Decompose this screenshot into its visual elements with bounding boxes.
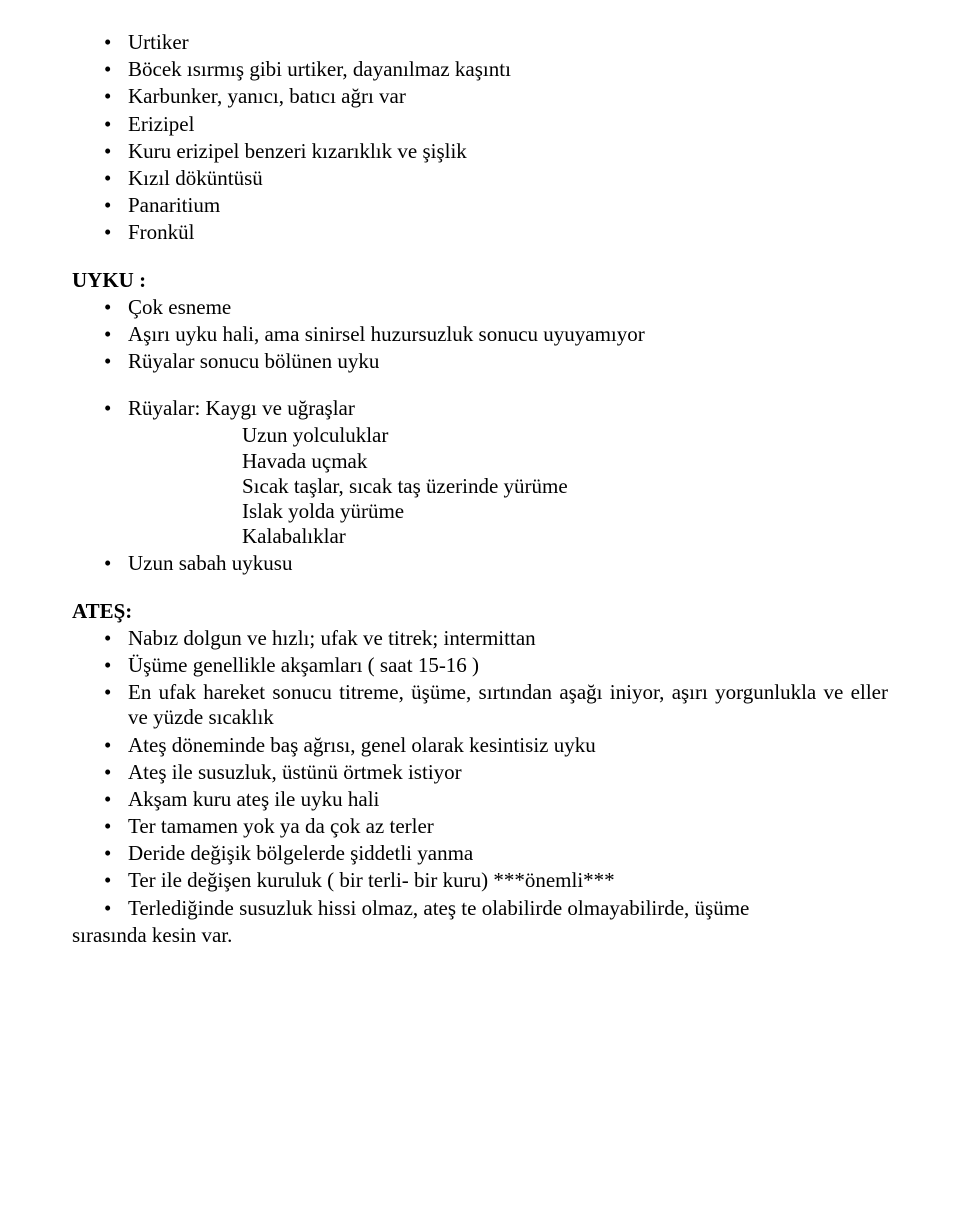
ruyalar-sub-item: Uzun yolculuklar [72, 423, 888, 448]
ruyalar-sub-item: Kalabalıklar [72, 524, 888, 549]
list-item: Aşırı uyku hali, ama sinirsel huzursuzlu… [72, 322, 888, 347]
list-item: Ateş döneminde baş ağrısı, genel olarak … [72, 733, 888, 758]
item-text: Nabız dolgun ve hızlı; ufak ve titrek; i… [128, 626, 536, 650]
uyku-list-a: Çok esneme Aşırı uyku hali, ama sinirsel… [72, 295, 888, 375]
list-item: Erizipel [72, 112, 888, 137]
item-text: Erizipel [128, 112, 194, 136]
item-text: En ufak hareket sonucu titreme, üşüme, s… [128, 680, 888, 729]
list-item: Rüyalar: Kaygı ve uğraşlar [72, 396, 888, 421]
item-text: Urtiker [128, 30, 189, 54]
list-item: Üşüme genellikle akşamları ( saat 15-16 … [72, 653, 888, 678]
list-item: Terlediğinde susuzluk hissi olmaz, ateş … [72, 896, 888, 921]
list-item: Deride değişik bölgelerde şiddetli yanma [72, 841, 888, 866]
list-item: Akşam kuru ateş ile uyku hali [72, 787, 888, 812]
list-item: Fronkül [72, 220, 888, 245]
item-text: Aşırı uyku hali, ama sinirsel huzursuzlu… [128, 322, 645, 346]
list-item: Uzun sabah uykusu [72, 551, 888, 576]
list-item: Kızıl döküntüsü [72, 166, 888, 191]
item-text: Ateş döneminde baş ağrısı, genel olarak … [128, 733, 596, 757]
item-text: Fronkül [128, 220, 195, 244]
uyku-heading: UYKU : [72, 268, 888, 293]
item-text: Kızıl döküntüsü [128, 166, 263, 190]
item-text: Ter tamamen yok ya da çok az terler [128, 814, 434, 838]
uyku-list-b: Uzun sabah uykusu [72, 551, 888, 576]
item-text: Akşam kuru ateş ile uyku hali [128, 787, 379, 811]
item-text: Deride değişik bölgelerde şiddetli yanma [128, 841, 473, 865]
list-item: En ufak hareket sonucu titreme, üşüme, s… [72, 680, 888, 730]
list-item: Rüyalar sonucu bölünen uyku [72, 349, 888, 374]
item-text: Karbunker, yanıcı, batıcı ağrı var [128, 84, 406, 108]
item-text: Rüyalar sonucu bölünen uyku [128, 349, 379, 373]
list-item: Ateş ile susuzluk, üstünü örtmek istiyor [72, 760, 888, 785]
item-text: Üşüme genellikle akşamları ( saat 15-16 … [128, 653, 479, 677]
item-text: Terlediğinde susuzluk hissi olmaz, ateş … [128, 896, 749, 920]
list-item: Ter tamamen yok ya da çok az terler [72, 814, 888, 839]
list-item: Karbunker, yanıcı, batıcı ağrı var [72, 84, 888, 109]
ates-final-line: sırasında kesin var. [72, 923, 888, 948]
ruyalar-sub-item: Havada uçmak [72, 449, 888, 474]
item-text: Panaritium [128, 193, 220, 217]
list-item: Çok esneme [72, 295, 888, 320]
ruyalar-sub-item: Sıcak taşlar, sıcak taş üzerinde yürüme [72, 474, 888, 499]
list-item: Nabız dolgun ve hızlı; ufak ve titrek; i… [72, 626, 888, 651]
item-text: Ter ile değişen kuruluk ( bir terli- bir… [128, 868, 615, 892]
item-text: Böcek ısırmış gibi urtiker, dayanılmaz k… [128, 57, 511, 81]
list-item: Böcek ısırmış gibi urtiker, dayanılmaz k… [72, 57, 888, 82]
uyku-ruyalar-list: Rüyalar: Kaygı ve uğraşlar [72, 396, 888, 421]
section-1-list: Urtiker Böcek ısırmış gibi urtiker, daya… [72, 30, 888, 246]
ates-list: Nabız dolgun ve hızlı; ufak ve titrek; i… [72, 626, 888, 921]
item-text: Çok esneme [128, 295, 231, 319]
item-text: Ateş ile susuzluk, üstünü örtmek istiyor [128, 760, 462, 784]
list-item: Ter ile değişen kuruluk ( bir terli- bir… [72, 868, 888, 893]
item-text: Uzun sabah uykusu [128, 551, 292, 575]
list-item: Kuru erizipel benzeri kızarıklık ve şişl… [72, 139, 888, 164]
item-text: Kuru erizipel benzeri kızarıklık ve şişl… [128, 139, 467, 163]
ruyalar-sub-item: Islak yolda yürüme [72, 499, 888, 524]
item-text: Rüyalar: Kaygı ve uğraşlar [128, 396, 355, 420]
list-item: Urtiker [72, 30, 888, 55]
list-item: Panaritium [72, 193, 888, 218]
ates-heading: ATEŞ: [72, 599, 888, 624]
